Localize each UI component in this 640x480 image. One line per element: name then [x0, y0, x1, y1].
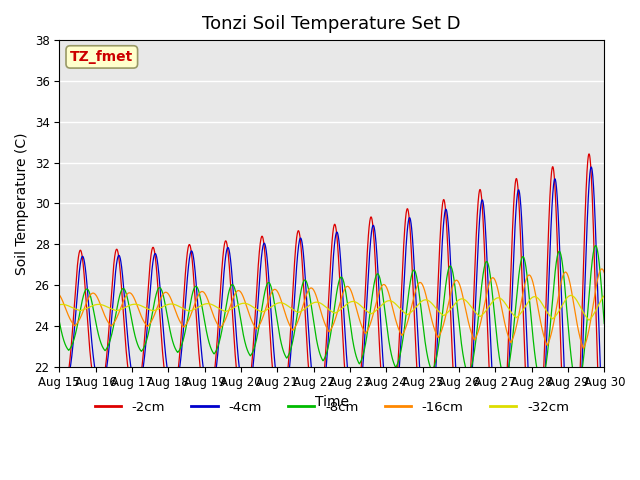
-4cm [264, 269, 272, 275]
-4cm [588, 164, 595, 170]
-32cm [567, 292, 575, 298]
-4cm [569, 468, 577, 473]
Title: Tonzi Soil Temperature Set D: Tonzi Soil Temperature Set D [202, 15, 461, 33]
-16cm [600, 270, 608, 276]
-32cm [600, 293, 608, 299]
-4cm [590, 190, 598, 196]
Line: -8cm: -8cm [60, 246, 604, 391]
-16cm [580, 346, 588, 351]
-32cm [56, 302, 63, 308]
-2cm [56, 385, 63, 391]
-32cm [264, 306, 272, 312]
-8cm [264, 280, 272, 286]
Line: -4cm: -4cm [60, 167, 604, 470]
-8cm [288, 342, 296, 348]
-8cm [150, 302, 157, 308]
-4cm [118, 263, 125, 268]
-32cm [288, 306, 296, 312]
-8cm [590, 248, 598, 253]
-8cm [573, 388, 581, 394]
Line: -16cm: -16cm [60, 269, 604, 348]
Text: TZ_fmet: TZ_fmet [70, 50, 133, 64]
Legend: -2cm, -4cm, -8cm, -16cm, -32cm: -2cm, -4cm, -8cm, -16cm, -32cm [90, 396, 574, 419]
-8cm [531, 351, 539, 357]
-4cm [56, 370, 63, 375]
-32cm [118, 306, 125, 312]
-16cm [598, 266, 605, 272]
-8cm [592, 243, 600, 249]
-16cm [150, 313, 157, 319]
-4cm [531, 450, 539, 456]
-32cm [585, 317, 593, 323]
-4cm [288, 336, 296, 341]
Line: -2cm: -2cm [60, 154, 604, 480]
-2cm [118, 284, 125, 289]
-4cm [150, 254, 157, 260]
-2cm [531, 468, 539, 473]
-2cm [590, 241, 598, 247]
-2cm [150, 245, 157, 251]
Y-axis label: Soil Temperature (C): Soil Temperature (C) [15, 132, 29, 275]
-4cm [600, 443, 608, 448]
X-axis label: Time: Time [315, 395, 349, 409]
-16cm [590, 299, 598, 304]
Line: -32cm: -32cm [60, 295, 604, 320]
-16cm [56, 292, 63, 298]
-2cm [585, 151, 593, 157]
-16cm [264, 298, 272, 304]
-16cm [118, 303, 125, 309]
-32cm [531, 294, 539, 300]
-8cm [118, 288, 125, 293]
-2cm [264, 302, 272, 308]
-16cm [531, 288, 539, 294]
-32cm [590, 311, 598, 317]
-2cm [288, 305, 296, 311]
-8cm [600, 321, 608, 326]
-16cm [288, 326, 296, 332]
-32cm [150, 308, 157, 313]
-8cm [56, 318, 63, 324]
